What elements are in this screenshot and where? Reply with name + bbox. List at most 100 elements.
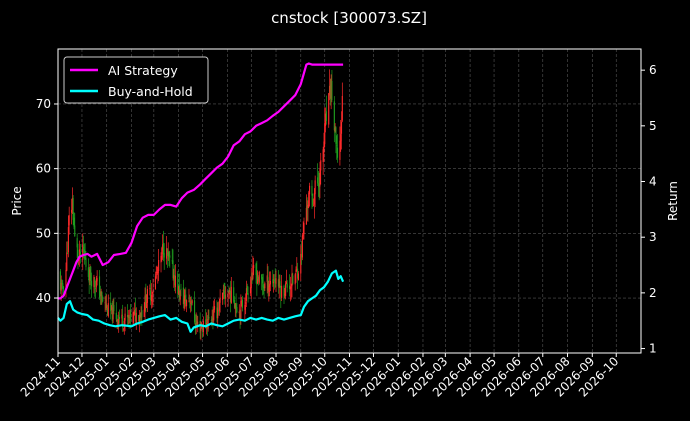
candle-body <box>213 308 215 321</box>
candle-body <box>317 177 319 184</box>
candle-body <box>200 327 202 332</box>
candle-body <box>325 111 327 122</box>
candle-body <box>163 253 165 258</box>
y2-tick-label: 3 <box>649 230 657 244</box>
candle-body <box>300 253 302 274</box>
candle-body <box>145 294 147 308</box>
candle-body <box>79 249 81 258</box>
candle-body <box>184 295 186 301</box>
candle-body <box>188 300 190 302</box>
candle-body <box>217 309 219 319</box>
y2-axis: 1 2 3 4 5 6 <box>641 63 657 356</box>
candle-body <box>182 287 184 305</box>
candle-body <box>253 265 255 269</box>
candle-body <box>205 319 207 329</box>
candle-body <box>138 315 140 322</box>
candle-body <box>266 275 268 282</box>
candle-body <box>155 273 157 279</box>
candle-body <box>251 278 253 280</box>
candle-body <box>252 265 254 279</box>
legend-box <box>63 56 209 104</box>
candle-body <box>235 304 237 309</box>
candle-body <box>157 269 159 273</box>
candle-body <box>285 281 287 284</box>
candle-body <box>328 85 331 96</box>
candle-body <box>99 295 101 297</box>
candle-body <box>100 291 102 297</box>
candle-body <box>245 288 248 301</box>
candle-body <box>284 293 286 296</box>
candle-body <box>196 321 198 325</box>
candle-body <box>72 198 74 220</box>
candle-body <box>83 246 85 251</box>
candle-body <box>219 297 221 303</box>
candle-body <box>126 315 129 317</box>
candle-body <box>111 302 113 322</box>
candle-body <box>277 279 279 287</box>
candle-body <box>233 287 235 302</box>
candle-body <box>275 278 277 284</box>
candle-body <box>283 285 285 297</box>
candle-body <box>179 290 181 300</box>
candle-body <box>262 284 264 287</box>
candle-body <box>256 272 258 285</box>
candle-body <box>185 294 187 304</box>
candle-body <box>217 310 220 312</box>
candle-body <box>264 283 266 289</box>
candle-body <box>195 323 197 328</box>
candle-body <box>216 307 218 319</box>
candle-body <box>63 286 65 290</box>
candle-body <box>249 287 252 294</box>
candle-body <box>222 289 224 292</box>
y-tick-label: 70 <box>36 97 51 111</box>
candle-body <box>207 318 209 329</box>
legend-label-buyhold: Buy-and-Hold <box>108 84 193 99</box>
candle-body <box>83 249 85 256</box>
candle-body <box>118 316 121 320</box>
candle-body <box>79 251 81 258</box>
candle-body <box>190 302 192 304</box>
candle-body <box>160 255 162 263</box>
candle-body <box>291 273 293 287</box>
chart-title: cnstock [300073.SZ] <box>271 9 427 27</box>
candle-body <box>236 307 238 313</box>
legend: AI Strategy Buy-and-Hold <box>63 56 209 104</box>
candle-body <box>60 283 62 291</box>
candle-body <box>290 286 292 289</box>
candle-body <box>202 326 204 331</box>
candle-body <box>201 326 203 328</box>
candle-body <box>314 180 316 195</box>
candle-body <box>98 276 101 298</box>
candle-body <box>257 279 259 284</box>
candle-body <box>306 206 308 210</box>
candle-body <box>167 252 169 254</box>
candle-body <box>186 300 188 307</box>
candle-body <box>144 295 146 311</box>
candle-body <box>166 248 168 256</box>
candle-body <box>171 260 173 262</box>
candle-body <box>329 84 331 99</box>
candle-body <box>250 279 252 289</box>
candle-body <box>328 93 330 125</box>
candle-body <box>278 278 280 288</box>
candle-body <box>340 121 343 134</box>
candle-body <box>289 286 291 290</box>
candle-body <box>95 280 97 288</box>
candle-body <box>228 290 230 293</box>
candle-body <box>135 312 137 324</box>
candle-body <box>324 123 326 145</box>
candle-body <box>152 290 154 294</box>
candle-body <box>244 304 246 310</box>
candle-body <box>189 301 191 302</box>
candle-body <box>234 303 236 310</box>
candle-body <box>313 193 315 205</box>
candle-body <box>307 204 309 209</box>
candle-body <box>88 279 90 283</box>
candle-body <box>268 285 270 293</box>
candle-body <box>257 277 260 282</box>
y2-tick-label: 6 <box>649 63 657 77</box>
candle-body <box>106 305 108 308</box>
candle-body <box>336 147 339 158</box>
candle-body <box>151 295 153 297</box>
candle-body <box>90 280 93 287</box>
